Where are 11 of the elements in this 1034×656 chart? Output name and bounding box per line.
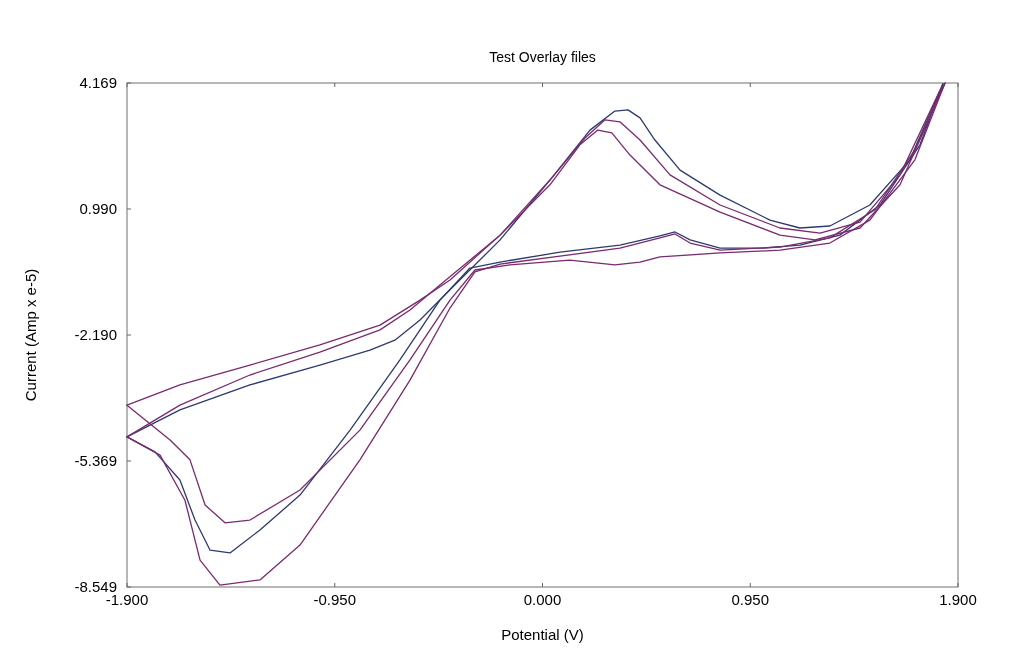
x-tick-label: 0.950 [731, 591, 770, 608]
y-tick-label: 0.990 [79, 199, 117, 217]
y-axis-title: Current (Amp x e-5) [22, 268, 39, 402]
y-tick-label: -2.190 [74, 326, 117, 343]
chart-title: Test Overlay files [489, 49, 596, 65]
y-tick-label: 4.169 [79, 74, 117, 91]
x-tick-label: 1.900 [939, 591, 977, 608]
x-tick-label: 0.000 [523, 591, 562, 608]
y-tick-label: -5.369 [74, 451, 117, 469]
x-tick-label: -0.950 [313, 591, 357, 608]
x-axis-title: Potential (V) [501, 626, 584, 643]
